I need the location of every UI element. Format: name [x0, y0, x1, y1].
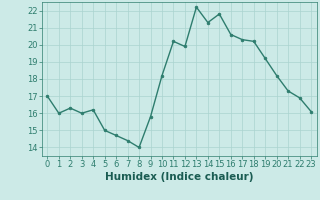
X-axis label: Humidex (Indice chaleur): Humidex (Indice chaleur) [105, 172, 253, 182]
